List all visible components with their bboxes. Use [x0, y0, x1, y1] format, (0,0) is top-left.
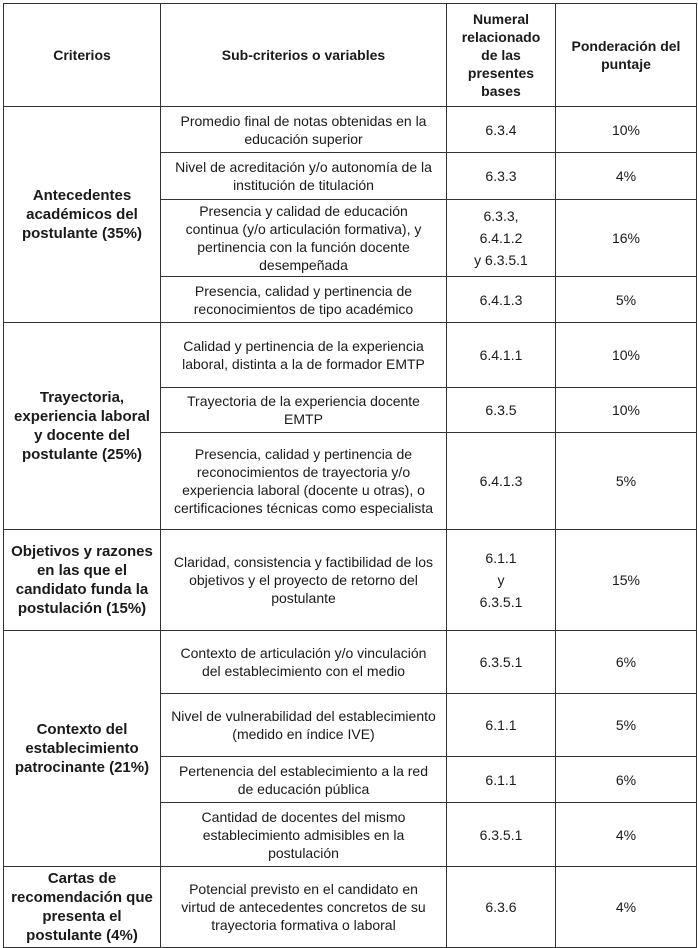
subcriterio-cell: Promedio final de notas obtenidas en la … — [160, 106, 447, 153]
subcriterio-cell: Presencia, calidad y pertinencia de reco… — [160, 276, 447, 323]
subcriterio-cell: Cantidad de docentes del mismo estableci… — [160, 802, 447, 867]
ponderacion-cell: 5% — [555, 432, 697, 530]
ponderacion-cell: 5% — [555, 276, 697, 323]
numeral-cell: 6.4.1.3 — [446, 276, 556, 323]
table-row: Nivel de acreditación y/o autonomía de l… — [4, 152, 697, 200]
ponderacion-cell: 15% — [555, 529, 697, 631]
subcriterio-cell: Nivel de acreditación y/o autonomía de l… — [160, 152, 447, 200]
numeral-cell: 6.3.5.1 — [446, 630, 556, 694]
numeral-cell: 6.3.3, 6.4.1.2 y 6.3.5.1 — [446, 199, 556, 277]
table-row: Presencia y calidad de educación continu… — [4, 199, 697, 277]
numeral-cell: 6.3.4 — [446, 106, 556, 153]
ponderacion-cell: 6% — [555, 756, 697, 803]
numeral-cell: 6.3.3 — [446, 152, 556, 200]
table-row: Presencia, calidad y pertinencia de reco… — [4, 276, 697, 323]
criterio-cell: Cartas de recomendación que presenta el … — [3, 866, 161, 948]
criterio-cell: Contexto del establecimiento patrocinant… — [3, 630, 161, 867]
criterio-cell: Antecedentes académicos del postulante (… — [3, 106, 161, 323]
numeral-cell: 6.1.1 — [446, 693, 556, 757]
header-subcriterios: Sub-criterios o variables — [160, 3, 447, 107]
numeral-cell: 6.3.5 — [446, 387, 556, 433]
numeral-cell: 6.4.1.1 — [446, 322, 556, 388]
ponderacion-cell: 16% — [555, 199, 697, 277]
table-row: Contexto del establecimiento patrocinant… — [3, 630, 697, 867]
header-ponderacion: Ponderación del puntaje — [555, 3, 697, 107]
table-row: Pertenencia del establecimiento a la red… — [4, 756, 697, 803]
subcriterio-cell: Trayectoria de la experiencia docente EM… — [160, 387, 447, 433]
subcriterio-cell: Presencia y calidad de educación continu… — [160, 199, 447, 277]
subcriterio-cell: Contexto de articulación y/o vinculación… — [160, 630, 447, 694]
ponderacion-cell: 10% — [555, 322, 697, 388]
numeral-cell: 6.3.6 — [446, 866, 556, 948]
numeral-cell: 6.3.5.1 — [446, 802, 556, 867]
ponderacion-cell: 10% — [555, 106, 697, 153]
ponderacion-cell: 4% — [555, 152, 697, 200]
subcriterio-cell: Nivel de vulnerabilidad del establecimie… — [160, 693, 447, 757]
numeral-cell: 6.1.1 y 6.3.5.1 — [446, 529, 556, 631]
header-numeral: Numeral relacionado de las presentes bas… — [446, 3, 556, 107]
evaluation-criteria-table: Criterios Sub-criterios o variables Nume… — [3, 3, 697, 948]
header-criterios: Criterios — [3, 3, 161, 107]
subcriterio-cell: Claridad, consistencia y factibilidad de… — [160, 529, 447, 631]
ponderacion-cell: 10% — [555, 387, 697, 433]
table-row: Trayectoria de la experiencia docente EM… — [4, 387, 697, 433]
header-row: Criterios Sub-criterios o variables Nume… — [3, 3, 697, 107]
ponderacion-cell: 4% — [555, 802, 697, 867]
table-row: Presencia, calidad y pertinencia de reco… — [4, 432, 697, 530]
subcriterio-cell: Potencial previsto en el candidato en vi… — [160, 866, 447, 948]
table-row: Antecedentes académicos del postulante (… — [3, 106, 697, 323]
numeral-cell: 6.4.1.3 — [446, 432, 556, 530]
criterio-cell: Objetivos y razones en las que el candid… — [3, 529, 161, 631]
table-row: Nivel de vulnerabilidad del establecimie… — [4, 693, 697, 757]
ponderacion-cell: 4% — [555, 866, 697, 948]
subcriterio-cell: Calidad y pertinencia de la experiencia … — [160, 322, 447, 388]
table-row: Objetivos y razones en las que el candid… — [3, 529, 697, 631]
ponderacion-cell: 5% — [555, 693, 697, 757]
criterio-cell: Trayectoria, experiencia laboral y docen… — [3, 322, 161, 530]
table-row: Trayectoria, experiencia laboral y docen… — [3, 322, 697, 530]
ponderacion-cell: 6% — [555, 630, 697, 694]
subcriterio-cell: Pertenencia del establecimiento a la red… — [160, 756, 447, 803]
subcriterio-cell: Presencia, calidad y pertinencia de reco… — [160, 432, 447, 530]
table-row: Cantidad de docentes del mismo estableci… — [4, 802, 697, 867]
numeral-cell: 6.1.1 — [446, 756, 556, 803]
table-row: Cartas de recomendación que presenta el … — [3, 866, 697, 948]
